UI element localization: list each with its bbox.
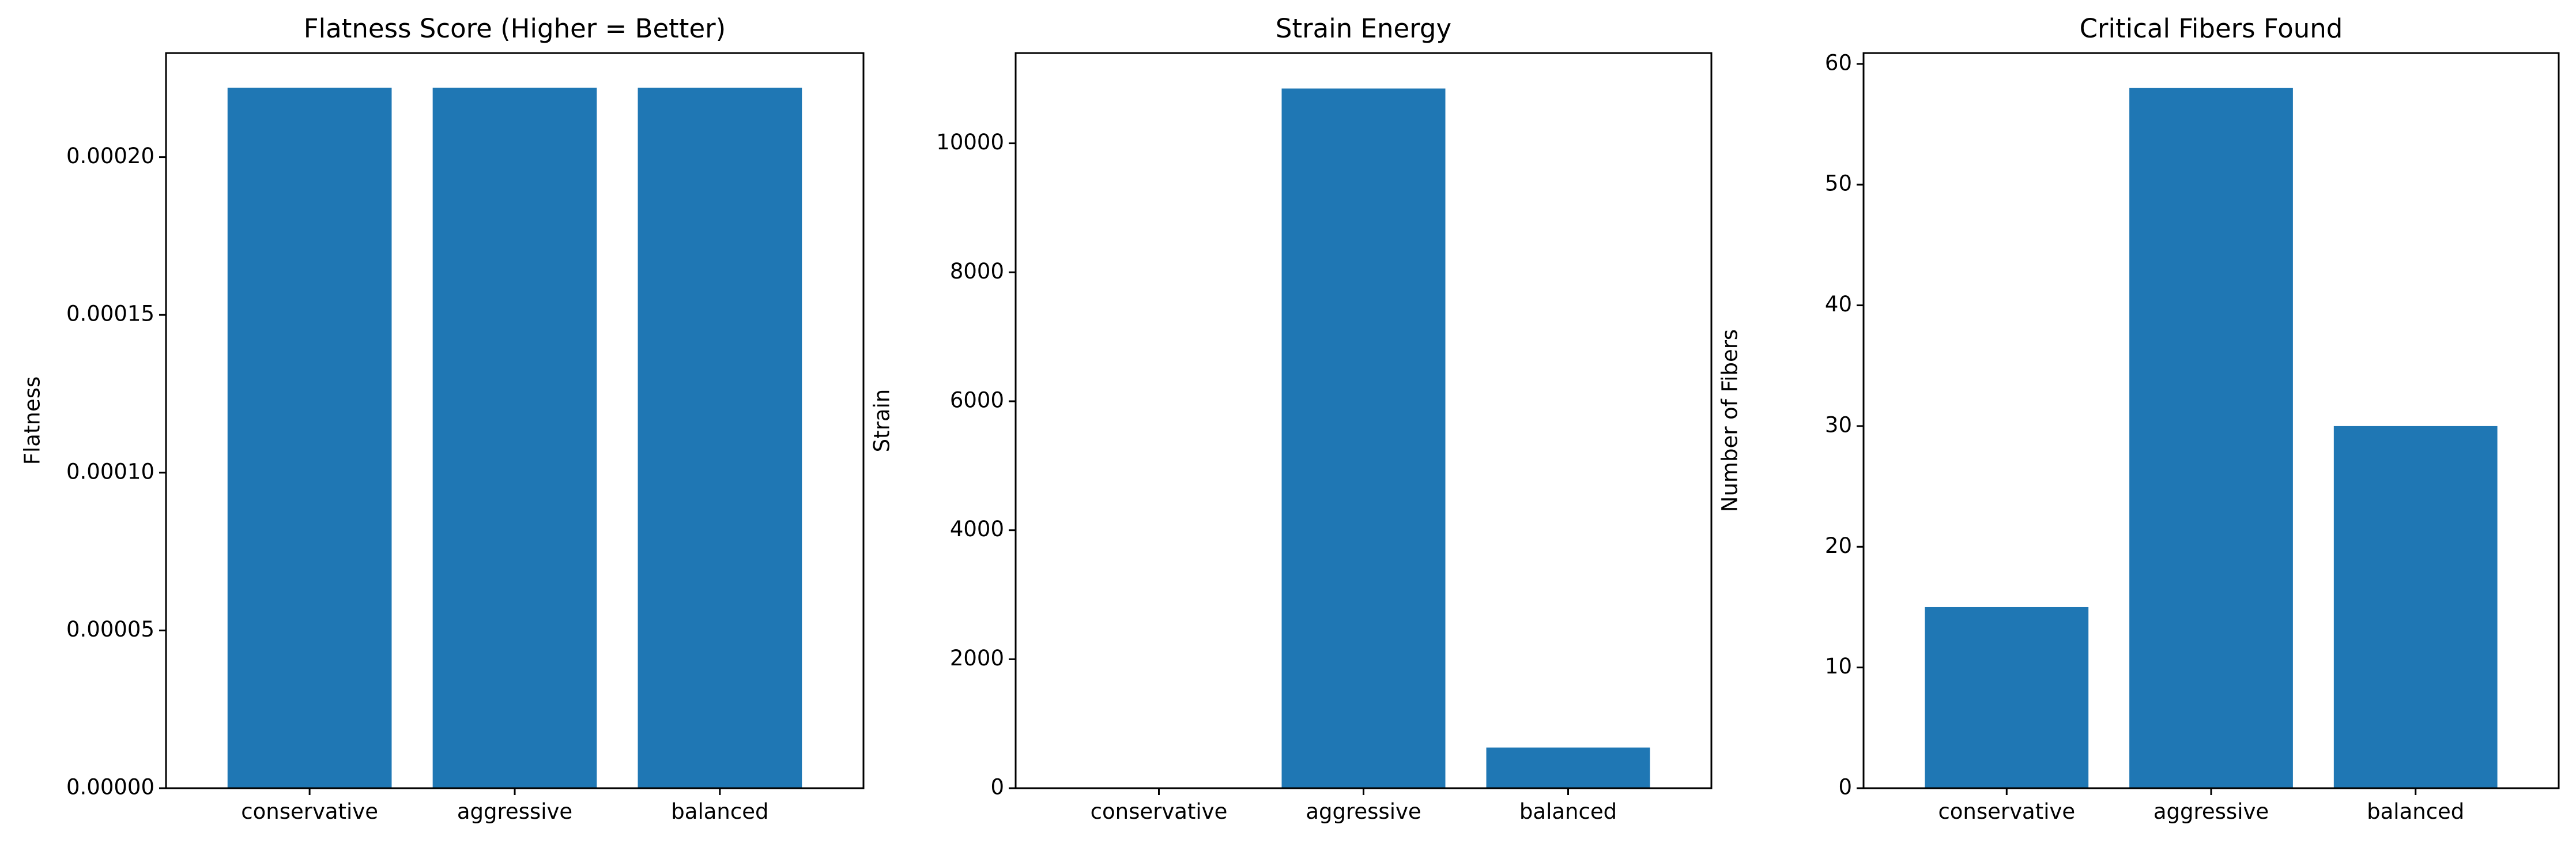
y-axis-label: Number of Fibers xyxy=(1718,329,1743,512)
y-tick-label: 20 xyxy=(1825,533,1852,558)
y-tick-label: 30 xyxy=(1825,412,1852,437)
bar-balanced xyxy=(638,88,802,789)
y-axis-label: Strain xyxy=(870,389,895,453)
y-tick-label: 8000 xyxy=(950,259,1004,284)
plot-frame xyxy=(1862,52,2560,789)
y-tick-label: 0.00015 xyxy=(66,302,154,326)
x-tick-label: balanced xyxy=(671,799,768,824)
bar-group xyxy=(1925,88,2498,789)
chart-strain-energy: Strain Energy Strain 0 2000 4000 6000 8000 10… xyxy=(870,13,1713,824)
chart-flatness: Flatness Score (Higher = Better) Flatnes… xyxy=(20,13,865,824)
bar-group xyxy=(1077,88,1650,788)
x-tick-label: balanced xyxy=(1519,799,1617,824)
y-ticks: 0 10 20 30 40 50 60 xyxy=(1825,50,1864,800)
plot-frame xyxy=(165,52,865,789)
y-tick-label: 10000 xyxy=(936,130,1004,155)
chart-title: Strain Energy xyxy=(1276,13,1451,44)
y-axis-label: Flatness xyxy=(20,377,45,465)
bar-aggressive xyxy=(432,88,597,789)
bar-conservative xyxy=(227,88,392,789)
bar-conservative xyxy=(1925,607,2089,788)
bar-aggressive xyxy=(1281,88,1446,788)
chart-title: Flatness Score (Higher = Better) xyxy=(304,13,726,44)
bar-group xyxy=(227,88,802,789)
chart-title: Critical Fibers Found xyxy=(2080,13,2343,44)
x-ticks: conservative aggressive balanced xyxy=(1938,788,2464,824)
x-tick-label: aggressive xyxy=(2153,799,2269,824)
y-tick-label: 2000 xyxy=(950,646,1004,671)
y-tick-label: 4000 xyxy=(950,517,1004,541)
bar-aggressive xyxy=(2129,88,2293,789)
y-tick-label: 60 xyxy=(1825,50,1852,75)
x-ticks: conservative aggressive balanced xyxy=(241,788,768,824)
y-tick-label: 10 xyxy=(1825,654,1852,679)
y-tick-label: 40 xyxy=(1825,292,1852,317)
y-tick-label: 6000 xyxy=(950,387,1004,412)
chart-critical-fibers: Critical Fibers Found Number of Fibers 0… xyxy=(1718,13,2560,824)
y-tick-label: 0 xyxy=(990,775,1004,800)
y-ticks: 0.00000 0.00005 0.00010 0.00015 0.00020 xyxy=(66,144,166,800)
x-tick-label: aggressive xyxy=(457,799,572,824)
y-tick-label: 0.00005 xyxy=(66,617,154,642)
y-ticks: 0 2000 4000 6000 8000 10000 xyxy=(936,130,1016,800)
x-tick-label: conservative xyxy=(1938,799,2075,824)
x-ticks: conservative aggressive balanced xyxy=(1091,788,1617,824)
plot-frame xyxy=(1014,52,1713,789)
bar-balanced xyxy=(2333,426,2498,788)
x-tick-label: aggressive xyxy=(1306,799,1421,824)
y-tick-label: 0 xyxy=(1838,775,1852,800)
y-tick-label: 50 xyxy=(1825,171,1852,196)
y-tick-label: 0.00020 xyxy=(66,144,154,168)
y-tick-label: 0.00000 xyxy=(66,775,154,800)
x-tick-label: conservative xyxy=(241,799,378,824)
y-tick-label: 0.00010 xyxy=(66,459,154,484)
x-tick-label: conservative xyxy=(1091,799,1228,824)
x-tick-label: balanced xyxy=(2367,799,2464,824)
bar-balanced xyxy=(1486,747,1650,788)
